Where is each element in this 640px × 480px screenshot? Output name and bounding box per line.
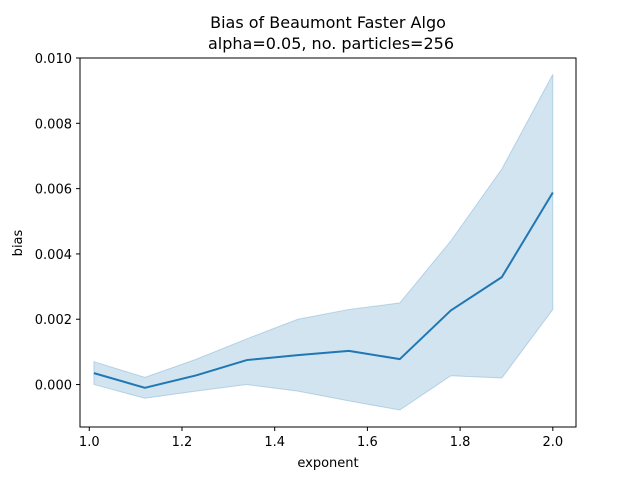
y-tick-label: 0.006 [35,183,72,198]
y-tick-label: 0.010 [35,52,72,67]
x-axis-label: exponent [297,456,358,471]
y-tick-label: 0.002 [35,313,72,328]
x-tick-label: 1.6 [357,435,378,450]
y-tick-label: 0.004 [35,248,72,263]
x-tick-label: 1.8 [450,435,471,450]
x-tick-label: 2.0 [542,435,563,450]
x-tick-label: 1.2 [172,435,193,450]
chart-title-line2: alpha=0.05, no. particles=256 [208,34,454,53]
plot-area: 1.0 1.2 1.4 1.6 1.8 2.0 0.000 0.002 0.004 0.006 0.… [35,52,577,450]
chart-title-line1: Bias of Beaumont Faster Algo [210,13,446,32]
y-tick-label: 0.000 [35,379,72,394]
confidence-band [93,74,554,411]
x-tick-label: 1.4 [264,435,285,450]
y-axis-label: bias [11,229,26,256]
x-tick-label: 1.0 [79,435,100,450]
axes-frame [79,57,577,428]
series-line [93,192,554,389]
y-tick-label: 0.008 [35,117,72,132]
